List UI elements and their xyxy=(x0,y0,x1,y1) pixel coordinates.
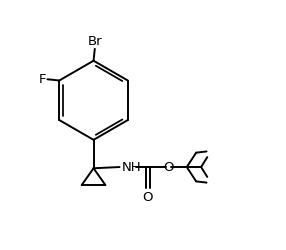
Text: NH: NH xyxy=(122,160,142,173)
Text: O: O xyxy=(163,160,174,173)
Text: Br: Br xyxy=(88,34,103,48)
Text: O: O xyxy=(143,191,153,204)
Text: F: F xyxy=(39,73,46,86)
